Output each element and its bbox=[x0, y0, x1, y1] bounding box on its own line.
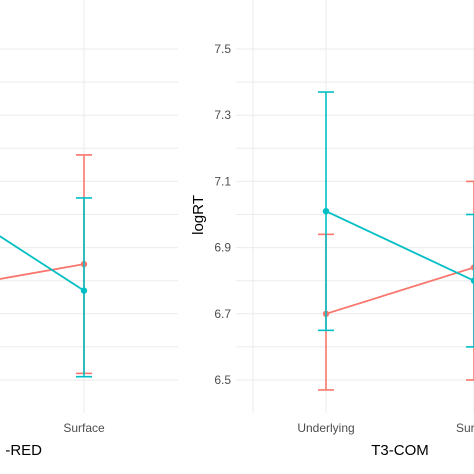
right-x-tick-surface: Sur bbox=[456, 421, 474, 435]
data-point bbox=[470, 277, 474, 284]
left-panel-gridlines bbox=[0, 0, 178, 413]
data-point bbox=[322, 207, 330, 215]
left-x-axis-title: -RED bbox=[5, 442, 42, 459]
series-line-red bbox=[0, 263, 85, 280]
y-tick-label: 7.5 bbox=[214, 42, 231, 56]
right-panel: 6.56.76.97.17.37.5 Underlying Sur logRT … bbox=[190, 0, 474, 459]
y-tick-label: 6.5 bbox=[214, 373, 231, 387]
y-tick-label: 6.7 bbox=[214, 307, 231, 321]
right-x-axis-title: T3-COM bbox=[371, 442, 429, 459]
series-line-teal bbox=[0, 235, 85, 292]
left-panel: Surface -RED bbox=[0, 0, 178, 459]
left-x-tick-surface: Surface bbox=[63, 421, 105, 435]
right-y-axis-title: logRT bbox=[190, 195, 207, 235]
y-tick-label: 7.1 bbox=[214, 174, 231, 188]
right-panel-gridlines bbox=[236, 0, 474, 413]
right-y-tick-labels: 6.5 6.7 6.9 7.1 7.3 7.5 bbox=[214, 42, 231, 387]
left-panel-marks bbox=[0, 154, 92, 378]
series-line-teal bbox=[325, 210, 474, 282]
right-panel-marks bbox=[318, 91, 474, 391]
series-line-red bbox=[325, 266, 474, 315]
right-x-tick-underlying: Underlying bbox=[297, 421, 354, 435]
y-tick-label: 6.9 bbox=[214, 241, 231, 255]
y-tick-label: 7.3 bbox=[214, 108, 231, 122]
data-point bbox=[80, 287, 88, 294]
